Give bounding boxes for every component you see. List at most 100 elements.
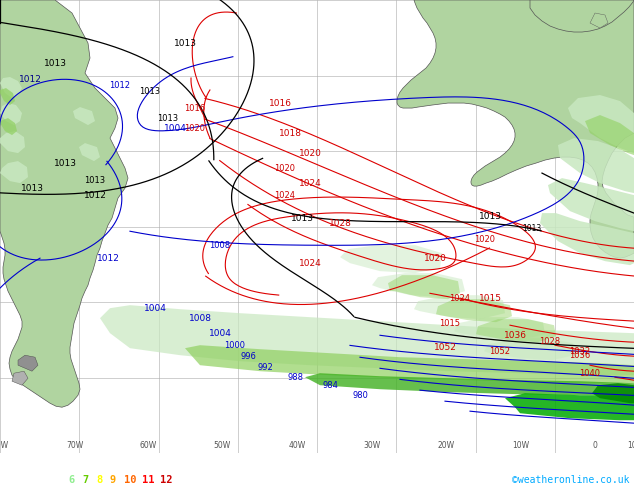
Text: 1018: 1018 [278,128,302,138]
Text: 992: 992 [257,363,273,372]
Polygon shape [414,295,505,319]
Polygon shape [185,345,634,383]
Text: 1004: 1004 [143,304,167,313]
Text: 1013: 1013 [84,175,106,185]
Polygon shape [0,118,17,135]
Text: 1052: 1052 [489,347,510,356]
Text: 1012: 1012 [96,254,119,263]
Text: 6: 6 [68,475,74,485]
Text: 12: 12 [160,475,172,485]
Text: 1024: 1024 [450,294,470,303]
Text: 984: 984 [322,381,338,390]
Text: 988: 988 [287,373,303,382]
Polygon shape [530,0,634,32]
Text: 996: 996 [240,352,256,361]
Text: 1008: 1008 [188,314,212,323]
Text: 1020: 1020 [275,164,295,172]
Text: 1036: 1036 [569,351,591,360]
Text: 1024: 1024 [299,178,321,188]
Text: 1013: 1013 [20,184,44,193]
Text: ©weatheronline.co.uk: ©weatheronline.co.uk [512,475,630,485]
Text: 1015: 1015 [439,318,460,328]
Polygon shape [540,213,634,265]
Polygon shape [388,275,460,299]
Text: 1004: 1004 [164,123,186,133]
Polygon shape [585,115,634,155]
Text: 1032: 1032 [569,347,590,356]
Text: 1012: 1012 [18,74,41,83]
Text: Bft: Bft [180,475,198,485]
Text: 1024: 1024 [275,191,295,199]
Text: 1028: 1028 [328,219,351,228]
Text: 0: 0 [593,441,597,450]
Polygon shape [12,371,28,385]
Text: 1040: 1040 [579,368,600,378]
Text: High wind areas [hPa] ECMWF: High wind areas [hPa] ECMWF [3,456,185,466]
Text: 1013: 1013 [174,39,197,48]
Text: 1052: 1052 [434,343,456,352]
Text: 1013: 1013 [522,223,541,233]
Polygon shape [73,107,95,125]
Polygon shape [100,305,634,375]
Polygon shape [0,88,15,105]
Polygon shape [305,373,634,395]
Polygon shape [548,178,634,231]
Polygon shape [505,393,634,420]
Polygon shape [340,245,442,273]
Text: 30W: 30W [363,441,380,450]
Text: 11: 11 [142,475,155,485]
Text: 8: 8 [96,475,102,485]
Text: 1020: 1020 [184,123,205,133]
Polygon shape [454,317,545,340]
Text: Sa 01-06-2024 18:00 UTC (06+56): Sa 01-06-2024 18:00 UTC (06+56) [422,456,631,466]
Polygon shape [372,273,465,297]
Polygon shape [397,0,634,258]
Text: 980: 980 [352,391,368,400]
Polygon shape [0,77,22,98]
Text: 9: 9 [110,475,116,485]
Text: 1008: 1008 [209,241,231,249]
Text: 10E: 10E [627,441,634,450]
Polygon shape [18,355,38,371]
Polygon shape [0,131,25,153]
Text: 1020: 1020 [299,148,321,158]
Polygon shape [590,13,608,28]
Text: 1020: 1020 [474,235,496,244]
Text: 1012: 1012 [84,191,107,199]
Text: 1013: 1013 [139,87,160,96]
Text: 60W: 60W [139,441,157,450]
Text: 40W: 40W [288,441,306,450]
Polygon shape [476,319,556,342]
Text: 1013: 1013 [157,114,179,122]
Text: 50W: 50W [214,441,231,450]
Text: 7: 7 [82,475,88,485]
Text: 1012: 1012 [110,80,131,90]
Polygon shape [0,0,128,407]
Text: 1016: 1016 [184,103,205,113]
Text: 10W: 10W [512,441,529,450]
Polygon shape [484,338,575,360]
Text: 20W: 20W [437,441,455,450]
Polygon shape [436,299,512,322]
Polygon shape [0,161,28,183]
Text: 10: 10 [124,475,136,485]
Text: 1016: 1016 [269,98,292,108]
Text: 1020: 1020 [424,254,446,263]
Text: 1028: 1028 [540,337,560,345]
Text: 1004: 1004 [209,329,231,338]
Polygon shape [568,95,634,153]
Text: 1013: 1013 [53,159,77,168]
Text: Wind 10m: Wind 10m [3,475,53,485]
Polygon shape [0,103,22,125]
Text: 1013: 1013 [44,58,67,68]
Text: 1013: 1013 [290,214,313,222]
Text: 1015: 1015 [479,294,501,303]
Text: 70W: 70W [67,441,84,450]
Polygon shape [592,383,634,403]
Text: 1013: 1013 [479,212,501,220]
Text: 80W: 80W [0,441,9,450]
Text: 1036: 1036 [503,331,526,340]
Text: 1000: 1000 [224,341,245,350]
Polygon shape [79,143,100,161]
Text: 1024: 1024 [299,259,321,268]
